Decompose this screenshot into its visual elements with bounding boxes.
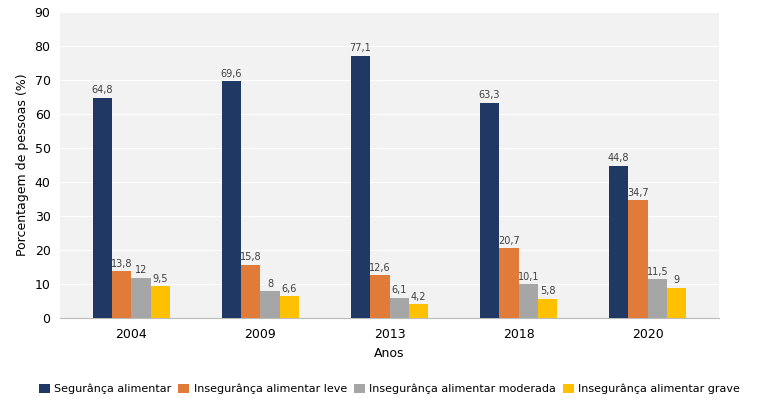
Bar	[370, 275, 390, 318]
Text: 64,8: 64,8	[91, 85, 113, 96]
Text: 12,6: 12,6	[369, 263, 390, 273]
Text: 12: 12	[135, 265, 147, 275]
Text: 6,1: 6,1	[392, 285, 407, 295]
Bar	[609, 166, 629, 318]
Text: 44,8: 44,8	[608, 154, 629, 164]
Bar	[667, 288, 686, 318]
Bar	[647, 279, 667, 318]
Bar	[112, 271, 132, 318]
Text: 9,5: 9,5	[153, 274, 168, 284]
Text: 15,8: 15,8	[240, 252, 262, 262]
Bar	[150, 286, 170, 318]
Bar	[499, 248, 519, 318]
Text: 69,6: 69,6	[220, 69, 242, 79]
Bar	[538, 298, 557, 318]
Bar	[222, 82, 241, 318]
Bar	[409, 304, 428, 318]
Text: 63,3: 63,3	[479, 90, 500, 100]
Bar	[629, 200, 647, 318]
Legend: Segurânça alimentar, Insegurânça alimentar leve, Insegurânça alimentar moderada,: Segurânça alimentar, Insegurânça aliment…	[34, 379, 745, 398]
Bar	[390, 298, 409, 318]
Bar	[351, 56, 370, 318]
Text: 10,1: 10,1	[517, 271, 539, 282]
Text: 20,7: 20,7	[498, 236, 520, 246]
Text: 4,2: 4,2	[411, 292, 426, 302]
Text: 11,5: 11,5	[647, 267, 668, 277]
Bar	[260, 291, 280, 318]
Text: 6,6: 6,6	[282, 283, 297, 294]
Bar	[480, 103, 499, 318]
Bar	[241, 265, 260, 318]
Text: 13,8: 13,8	[111, 259, 132, 269]
Bar	[280, 296, 299, 318]
Text: 8: 8	[267, 279, 273, 289]
Text: 5,8: 5,8	[540, 286, 555, 296]
Text: 77,1: 77,1	[350, 43, 372, 53]
Y-axis label: Porcentagem de pessoas (%): Porcentagem de pessoas (%)	[16, 74, 29, 256]
Text: 34,7: 34,7	[627, 188, 649, 198]
Bar	[93, 98, 112, 318]
X-axis label: Anos: Anos	[374, 347, 405, 360]
Bar	[519, 284, 538, 318]
Text: 9: 9	[674, 275, 680, 285]
Bar	[132, 277, 150, 318]
